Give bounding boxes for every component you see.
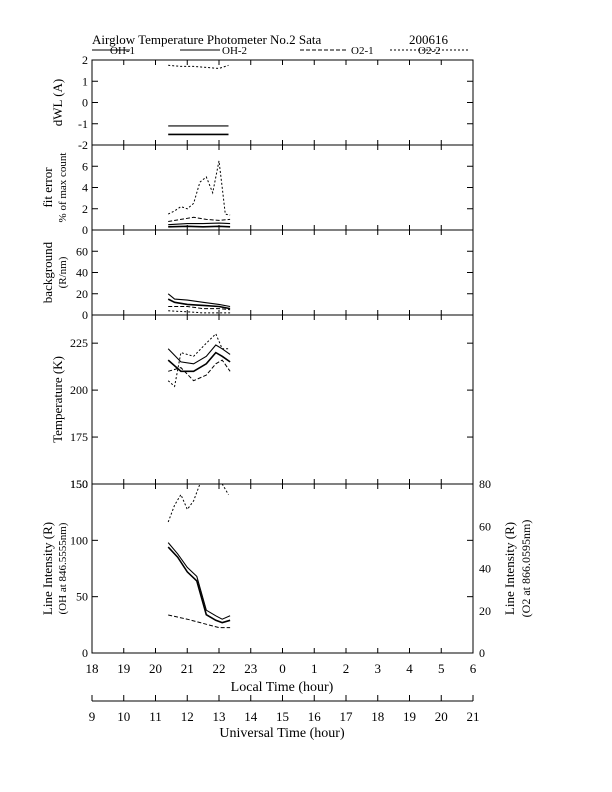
panel-frame-line_intensity [91,483,474,654]
ut-tick-label: 12 [181,709,194,724]
series-line-background-o2-2 [168,310,231,314]
series-line-background-oh-1 [167,293,231,308]
ylabel2-fit_error: % of max count [57,153,69,223]
ytick-label-line_intensity: 0 [82,646,88,660]
legend-label-oh-1: OH-1 [110,45,135,57]
local-time-tick-label: 1 [311,661,318,676]
series-line-temperature-oh-1 [167,344,231,365]
ytick-label-line_intensity: 50 [76,590,88,604]
ut-tick-label: 20 [435,709,448,724]
ut-tick-label: 10 [117,709,130,724]
local-time-tick-label: 6 [470,661,477,676]
ytick-label-background: 60 [76,244,88,258]
series-line-fit_error-oh-1 [168,222,231,226]
local-time-tick-label: 2 [343,661,350,676]
ylabel-temperature: Temperature (K) [50,356,65,443]
ytick-label-fit_error: 6 [82,159,88,173]
series-line-temperature-o2-1 [168,359,231,382]
local-time-tick-label: 21 [181,661,194,676]
y2tick-label-line_intensity: 20 [479,604,491,618]
legend-label-oh-2: OH-2 [222,45,247,57]
series-line-temperature-oh-2 [167,351,231,373]
ut-tick-label: 16 [308,709,322,724]
ylabel-line_intensity: Line Intensity (R) [40,522,55,615]
series-line-fit_error-o2-1 [168,216,231,222]
y2label-line_intensity: Line Intensity (R) [502,522,517,615]
series-line-fit_error-o2-2 [167,160,231,216]
series-line-background-oh-2 [167,298,231,310]
ylabel-dwl: dWL (A) [50,79,65,127]
series-line-background-o2-1 [168,306,231,311]
local-time-tick-label: 20 [149,661,162,676]
local-time-tick-label: 0 [279,661,286,676]
ytick-label-dwl: 0 [82,96,88,110]
ytick-label-dwl: -1 [78,117,88,131]
local-time-tick-label: 4 [406,661,413,676]
ytick-label-line_intensity: 150 [70,477,88,491]
panel-frame-background [91,229,474,316]
ut-tick-label: 14 [244,709,258,724]
ylabel-background: background [40,241,55,303]
ytick-label-temperature: 200 [70,383,88,397]
series-line-line_intensity-o2-1 [168,614,231,629]
ytick-label-dwl: 1 [82,74,88,88]
ut-axis-label: Universal Time (hour) [219,726,345,741]
local-time-tick-label: 18 [86,661,99,676]
ytick-label-fit_error: 4 [82,181,88,195]
chart-date: 200616 [409,32,449,47]
legend-label-o2-2: O2-2 [418,45,441,57]
y2tick-label-line_intensity: 80 [479,477,491,491]
ytick-label-dwl: 2 [82,53,88,67]
ut-tick-label: 15 [276,709,289,724]
ut-tick-label: 21 [467,709,480,724]
ytick-label-background: 20 [76,287,88,301]
local-time-tick-label: 19 [117,661,130,676]
ytick-label-temperature: 225 [70,336,88,350]
series-line-line_intensity-oh-1 [167,542,231,620]
ytick-label-background: 40 [76,266,88,280]
ytick-label-background: 0 [82,308,88,322]
local-time-tick-label: 5 [438,661,445,676]
y2tick-label-line_intensity: 40 [479,562,491,576]
local-time-axis-label: Local Time (hour) [231,680,334,695]
local-time-tick-label: 23 [244,661,257,676]
series-line-dwl-o2-2 [168,64,229,70]
ut-tick-label: 9 [89,709,96,724]
local-time-tick-label: 3 [375,661,382,676]
ut-tick-label: 17 [340,709,354,724]
local-time-tick-label: 22 [213,661,226,676]
series-line-dwl-o2-1 [168,53,228,57]
ytick-label-line_intensity: 100 [70,533,88,547]
ut-tick-label: 11 [149,709,162,724]
chart-title: Airglow Temperature Photometer No.2 Sata [92,32,322,47]
series-line-fit_error-oh-2 [168,225,231,228]
ytick-label-fit_error: 0 [82,223,88,237]
ytick-label-fit_error: 2 [82,202,88,216]
panel-frame-temperature [91,314,474,485]
ut-tick-label: 19 [403,709,416,724]
y2tick-label-line_intensity: 60 [479,519,491,533]
ut-tick-label: 18 [371,709,384,724]
series-line-line_intensity-oh-2 [167,546,231,624]
ylabel2-background: (R/nm) [57,256,69,288]
ytick-label-dwl: -2 [78,138,88,152]
ut-tick-label: 13 [213,709,226,724]
ylabel-fit_error: fit error [40,167,55,208]
ytick-label-temperature: 175 [70,430,88,444]
series-line-temperature-o2-2 [167,332,231,388]
panel-frame-dwl [91,59,474,146]
panel-frame-fit_error [91,144,474,231]
ytick-label-temperature: 150 [70,477,88,491]
y2tick-label-line_intensity: 0 [479,646,485,660]
y2label2-line_intensity: (O2 at 866.0595nm) [519,520,533,618]
legend-label-o2-1: O2-1 [351,45,374,57]
ylabel2-line_intensity: (OH at 846.5555nm) [57,522,69,614]
